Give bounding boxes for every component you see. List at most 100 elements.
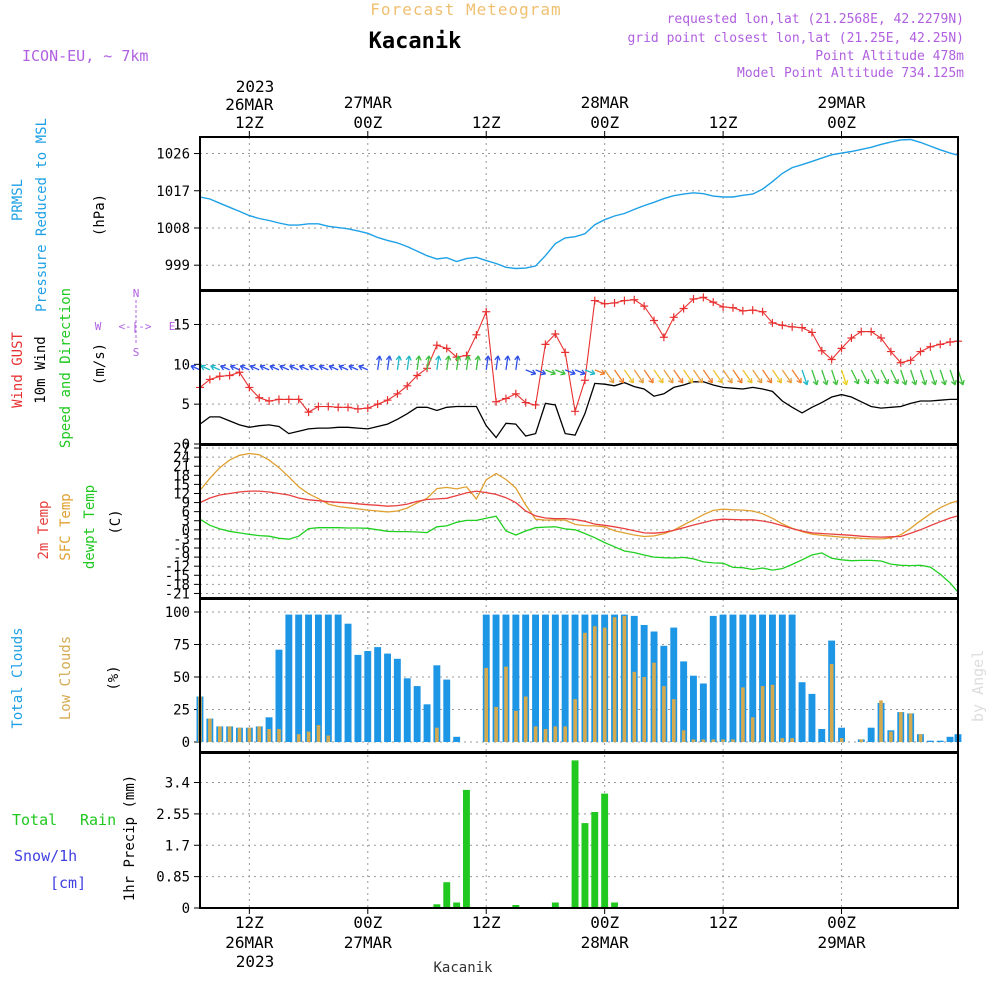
clouds-y-tick-label: 100	[165, 605, 190, 621]
wind-arrow-head	[474, 355, 481, 361]
wind-arrow-head	[239, 364, 246, 371]
gust-marker	[709, 298, 718, 307]
wind-arrow-head	[530, 369, 537, 376]
wind-arrow-head	[697, 377, 704, 384]
wind-arrow	[485, 355, 489, 370]
gust-marker	[857, 327, 866, 336]
low-cloud-bar	[760, 686, 765, 742]
wind-arrow	[446, 355, 450, 370]
total-cloud-bar	[936, 740, 944, 742]
gust-marker	[650, 316, 659, 325]
wind-arrow	[309, 365, 319, 371]
gust-marker	[867, 327, 876, 336]
total-cloud-bar	[324, 614, 332, 742]
gust-marker	[344, 403, 353, 412]
gust-marker	[403, 381, 412, 390]
rain-bar	[611, 902, 618, 908]
total-cloud-bar	[926, 740, 934, 742]
wind-arrow-head	[375, 355, 383, 361]
gust-marker	[205, 375, 214, 384]
total-cloud-bar	[798, 682, 806, 742]
gust-marker	[778, 321, 787, 330]
gust-marker	[906, 356, 915, 365]
total-cloud-bar	[749, 614, 757, 742]
gust-marker	[610, 298, 619, 307]
wind-arrow-head	[328, 364, 335, 371]
low-cloud-bar	[701, 739, 706, 742]
wind-arrow-head	[727, 377, 733, 384]
wind-arrow	[821, 369, 828, 386]
dewpt-line	[199, 515, 959, 593]
wind-arrow	[919, 369, 927, 386]
temp-y-tick-label: -15	[165, 568, 190, 584]
gust-marker	[679, 304, 688, 313]
wind-arrow-head	[776, 377, 783, 384]
wind-arrow	[633, 369, 644, 384]
wind-arrow	[594, 369, 606, 375]
temp-y-tick-label: -9	[173, 550, 190, 566]
wind-arrow-head	[494, 355, 501, 361]
bottom-date-label: 29MAR	[817, 933, 866, 952]
low-cloud-bar	[533, 726, 538, 742]
wind-arrow-head	[958, 379, 965, 386]
precip-unit: 1hr Precip (mm)	[122, 775, 138, 901]
pressure-y-tick-label: 1008	[156, 221, 190, 237]
wind-arrow-head	[514, 355, 521, 361]
gust-marker	[551, 330, 560, 339]
wind-arrow-head	[589, 369, 596, 376]
wind-arrow-head	[269, 364, 275, 371]
wind-arrow-head	[648, 377, 654, 384]
total-cloud-bar	[729, 614, 737, 742]
wind-arrow	[475, 355, 479, 370]
gust-marker	[758, 307, 767, 316]
temp-y-tick-label: -18	[165, 577, 190, 593]
bottom-year-label: 2023	[236, 952, 275, 971]
footer-location: Kacanik	[433, 960, 493, 976]
wind-y-tick-label: 15	[173, 317, 190, 333]
t2m-label: 2m Temp	[36, 500, 52, 559]
total-cloud-bar	[512, 614, 520, 742]
rain-bar	[601, 793, 609, 908]
wind-arrow-head	[802, 379, 809, 386]
wind-arrow-head	[550, 369, 556, 376]
low-cloud-bar	[622, 615, 627, 742]
precip-y-tick-label: 1.7	[165, 838, 190, 854]
gust-marker	[294, 395, 303, 404]
wind-unit: (m/s)	[92, 343, 108, 385]
wind-arrow	[338, 365, 349, 371]
gust-marker	[748, 306, 757, 315]
wind-arrow-head	[405, 355, 412, 361]
wind-arrow	[831, 369, 838, 386]
gust-marker	[432, 341, 441, 350]
wind-arrow	[574, 369, 586, 375]
temp-y-tick-label: -21	[165, 586, 190, 602]
wind-arrow-head	[308, 364, 315, 371]
gust-marker	[541, 340, 550, 349]
top-time-label: 00Z	[590, 113, 619, 132]
wind-arrow-head	[560, 369, 566, 376]
wind-arrow-head	[911, 379, 918, 386]
wind-arrow-head	[717, 377, 723, 384]
gust-marker	[837, 344, 846, 353]
wind-arrow-head	[200, 364, 206, 371]
t2m-line	[199, 490, 959, 538]
total-cloud-bar	[334, 614, 342, 742]
gust-marker	[314, 402, 323, 411]
total-cloud-bar	[739, 614, 747, 742]
gust-marker	[373, 400, 382, 409]
wind-arrow	[545, 369, 556, 375]
top-year-label: 2023	[236, 77, 275, 96]
wind-arrow	[535, 369, 546, 375]
chart-top-title: Forecast Meteogram	[370, 0, 561, 19]
wind-arrow	[416, 355, 420, 370]
wind-arrow	[230, 365, 240, 371]
total-cloud-bar	[384, 653, 391, 742]
compass-north: N	[133, 287, 140, 300]
gust-marker	[363, 404, 372, 413]
pressure-panel	[194, 138, 959, 270]
rain-bar	[512, 905, 520, 908]
total-cloud-bar	[808, 693, 816, 742]
wind-arrow	[732, 369, 743, 384]
wind-arrow-head	[822, 379, 829, 386]
wind-y-tick-label: 0	[182, 437, 190, 453]
